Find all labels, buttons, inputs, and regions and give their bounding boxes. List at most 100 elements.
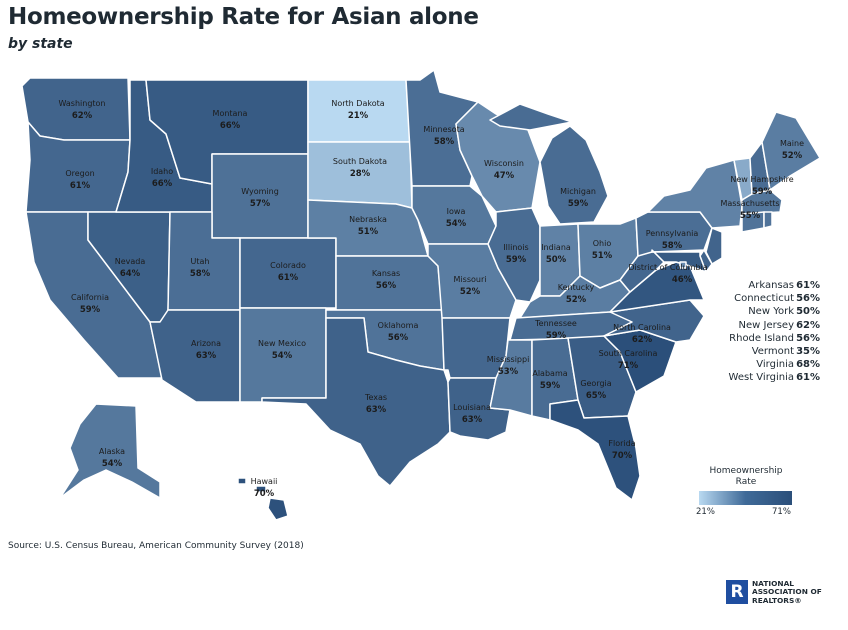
label-alabama-value: 59% [540, 381, 561, 391]
logo-text: NATIONAL ASSOCIATION OF REALTORS® [752, 579, 822, 605]
label-georgia-name: Georgia [580, 379, 611, 388]
label-massachusetts-value: 55% [740, 211, 761, 221]
state-wyoming[interactable] [211, 153, 309, 239]
label-utah-value: 58% [190, 269, 211, 279]
label-hawaii-name: Hawaii [251, 477, 278, 486]
label-nevada-value: 64% [120, 269, 141, 279]
nar-logo: R NATIONAL ASSOCIATION OF REALTORS® [726, 579, 836, 610]
logo-line2: ASSOCIATION OF [752, 587, 822, 597]
state-maryland[interactable] [651, 249, 707, 273]
state-illinois[interactable] [487, 207, 541, 303]
list-item: New York 50% [716, 305, 820, 318]
label-ohio-name: Ohio [593, 239, 612, 248]
label-kentucky-name: Kentucky [558, 283, 595, 292]
list-item-value: 56% [796, 332, 820, 344]
label-michigan-value: 59% [568, 199, 589, 209]
small-states-list: Arkansas 61% Connecticut 56% New York 50% N… [716, 279, 820, 385]
label-massachusetts-name: Massachusetts [720, 199, 779, 208]
label-texas-value: 63% [366, 405, 387, 415]
legend-title-line2: Rate [735, 477, 757, 487]
list-item-name: Arkansas [748, 280, 794, 291]
label-pennsylvania-name: Pennsylvania [646, 229, 699, 238]
label-north-dakota-value: 21% [348, 111, 369, 121]
state-alaska[interactable] [59, 403, 161, 499]
label-idaho-name: Idaho [151, 167, 173, 176]
label-iowa-name: Iowa [447, 207, 466, 216]
label-missouri-value: 52% [460, 287, 481, 297]
label-colorado-name: Colorado [270, 261, 306, 270]
label-alaska-name: Alaska [99, 447, 125, 456]
label-georgia-value: 65% [586, 391, 607, 401]
list-item: Vermont 35% [716, 345, 820, 358]
state-virginia[interactable] [609, 261, 705, 313]
source-note: Source: U.S. Census Bureau, American Com… [8, 541, 304, 551]
label-florida-name: Florida [608, 439, 635, 448]
label-south-carolina-value: 71% [618, 361, 639, 371]
list-item-value: 62% [796, 319, 820, 331]
label-kentucky-value: 52% [566, 295, 587, 305]
list-item-name: West Virginia [728, 372, 794, 384]
map-subtitle: by state [8, 36, 73, 52]
state-rhode-island[interactable] [763, 211, 773, 229]
label-district-of-columbia-value: 46% [672, 275, 693, 285]
list-item: Connecticut 56% [716, 292, 820, 305]
label-north-carolina-name: North Carolina [613, 323, 671, 332]
list-item-value: 50% [796, 306, 820, 318]
label-illinois-name: Illinois [503, 243, 528, 252]
state-washington[interactable] [21, 77, 131, 141]
label-maine-name: Maine [780, 139, 804, 148]
label-mississippi-value: 53% [498, 367, 519, 377]
label-louisiana-value: 63% [462, 415, 483, 425]
realtor-r-icon: R [726, 580, 748, 604]
label-nebraska-name: Nebraska [349, 215, 387, 224]
list-item-name: Vermont [751, 346, 794, 358]
label-north-carolina-value: 62% [632, 335, 653, 345]
legend-min-label: 21% [696, 507, 715, 517]
list-item-value: 61% [796, 280, 820, 291]
state-michigan[interactable] [489, 103, 609, 225]
state-north-carolina[interactable] [603, 299, 705, 343]
label-montana-value: 66% [220, 121, 241, 131]
state-district-of-columbia[interactable] [679, 261, 687, 269]
label-alaska-value: 54% [102, 459, 123, 469]
list-item: Arkansas 61% [716, 279, 820, 292]
label-south-dakota-name: South Dakota [333, 157, 387, 166]
label-nebraska-value: 51% [358, 227, 379, 237]
label-kansas-value: 56% [376, 281, 397, 291]
list-item: New Jersey 62% [716, 319, 820, 332]
state-new-jersey[interactable] [705, 227, 723, 265]
list-item-value: 35% [796, 346, 820, 358]
label-michigan-name: Michigan [560, 187, 596, 196]
label-texas-name: Texas [364, 393, 387, 402]
label-oregon-name: Oregon [65, 169, 94, 178]
list-item-value: 61% [796, 372, 820, 384]
list-item: Rhode Island 56% [716, 332, 820, 345]
state-hawaii[interactable] [237, 477, 289, 521]
list-item-name: Virginia [756, 359, 794, 371]
label-california-value: 59% [80, 305, 101, 315]
label-montana-name: Montana [213, 109, 248, 118]
label-wisconsin-value: 47% [494, 171, 515, 181]
label-wisconsin-name: Wisconsin [484, 159, 524, 168]
state-florida[interactable] [549, 399, 641, 501]
label-minnesota-value: 58% [434, 137, 455, 147]
label-district-of-columbia-name: District of Columbia [628, 263, 707, 272]
logo-line1: NATIONAL [752, 579, 795, 588]
legend-max-label: 71% [772, 507, 791, 517]
label-wyoming-name: Wyoming [241, 187, 279, 196]
legend-color-bar [699, 491, 792, 505]
state-texas[interactable] [261, 317, 451, 487]
state-labels: Washington 62% Oregon 61% California 59%… [58, 99, 804, 499]
label-missouri-name: Missouri [454, 275, 487, 284]
label-new-hampshire-name: New Hampshire [730, 175, 793, 184]
list-item: West Virginia 61% [716, 371, 820, 384]
label-mississippi-name: Mississippi [487, 355, 530, 364]
label-alabama-name: Alabama [532, 369, 567, 378]
label-oklahoma-name: Oklahoma [378, 321, 419, 330]
label-indiana-name: Indiana [541, 243, 571, 252]
list-item-value: 68% [796, 359, 820, 371]
list-item-value: 56% [796, 293, 820, 305]
label-washington-name: Washington [58, 99, 105, 108]
label-minnesota-name: Minnesota [423, 125, 464, 134]
